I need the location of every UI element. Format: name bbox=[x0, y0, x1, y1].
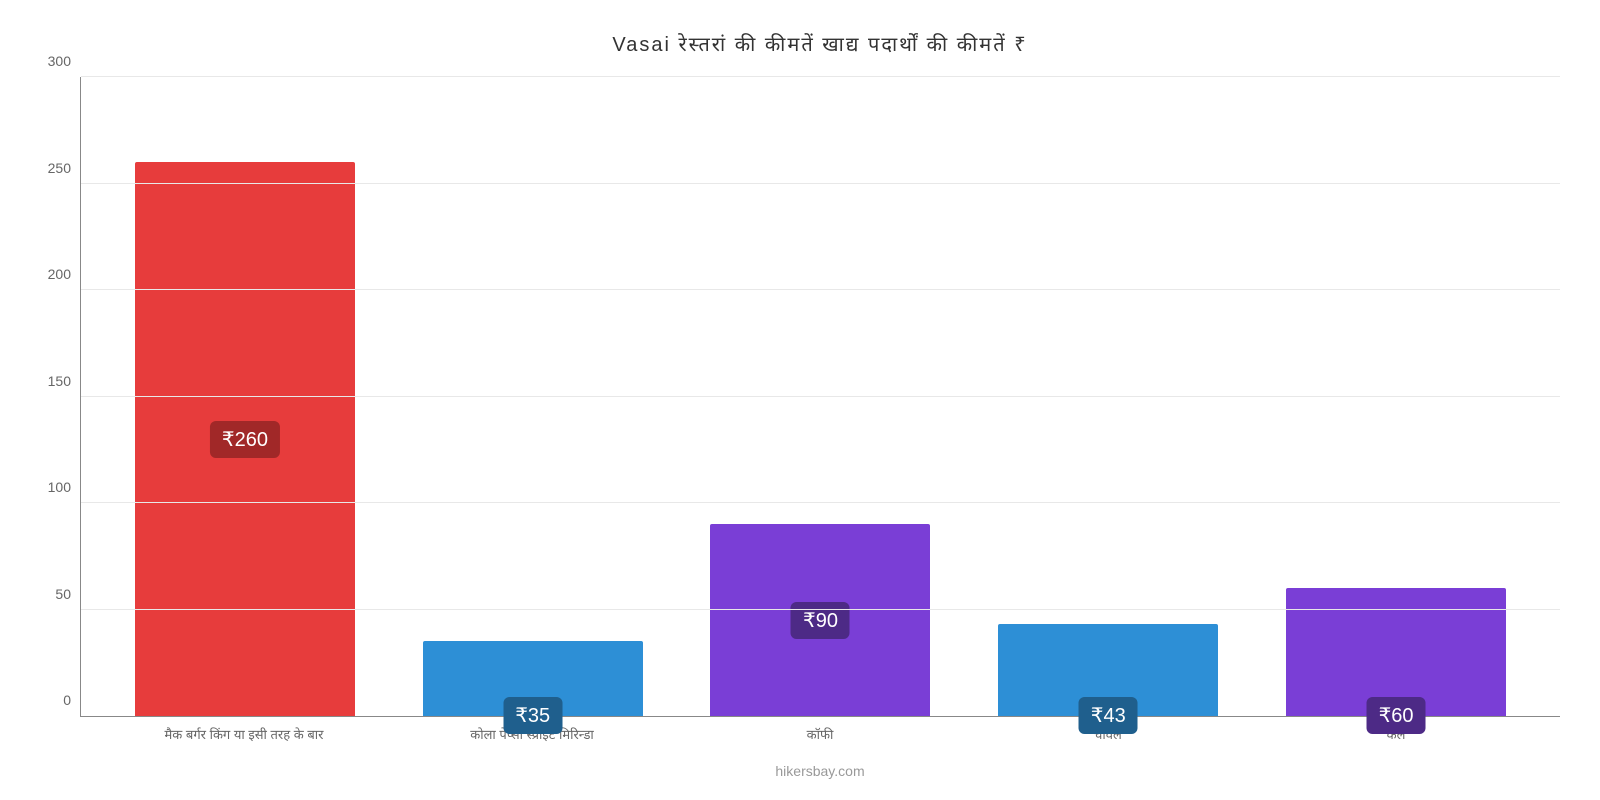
x-tick-label: कॉफी bbox=[676, 725, 964, 743]
bar-slot: ₹260 bbox=[101, 77, 389, 716]
chart-container: Vasai रेस्तरां की कीमतें खाद्य पदार्थों … bbox=[0, 0, 1600, 800]
bar-slot: ₹35 bbox=[389, 77, 677, 716]
bar-slot: ₹43 bbox=[964, 77, 1252, 716]
plot-area: ₹260₹35₹90₹43₹60 050100150200250300 bbox=[80, 77, 1560, 717]
grid-line bbox=[81, 76, 1560, 77]
value-badge: ₹35 bbox=[503, 697, 562, 734]
bar-slot: ₹90 bbox=[677, 77, 965, 716]
grid-line bbox=[81, 183, 1560, 184]
grid-line bbox=[81, 502, 1560, 503]
attribution-text: hikersbay.com bbox=[80, 763, 1560, 779]
bars-row: ₹260 ₹35 ₹90 ₹43 ₹60 bbox=[81, 77, 1560, 716]
bar-slot: ₹60 bbox=[1252, 77, 1540, 716]
bar: ₹90 bbox=[710, 524, 930, 716]
x-tick-label: मैक बर्गर किंग या इसी तरह के बार bbox=[100, 725, 388, 743]
grid-line bbox=[81, 289, 1560, 290]
x-axis-labels: मैक बर्गर किंग या इसी तरह के बारकोला पेप… bbox=[80, 717, 1560, 743]
bar: ₹260 bbox=[135, 162, 355, 716]
grid-line bbox=[81, 396, 1560, 397]
y-tick-label: 300 bbox=[48, 53, 71, 69]
grid-line bbox=[81, 609, 1560, 610]
y-tick-label: 250 bbox=[48, 160, 71, 176]
bar: ₹43 bbox=[998, 624, 1218, 716]
y-tick-label: 200 bbox=[48, 266, 71, 282]
value-badge: ₹260 bbox=[210, 421, 280, 458]
value-badge: ₹60 bbox=[1367, 697, 1426, 734]
y-tick-label: 0 bbox=[63, 692, 71, 708]
value-badge: ₹43 bbox=[1079, 697, 1138, 734]
y-tick-label: 150 bbox=[48, 373, 71, 389]
y-tick-label: 100 bbox=[48, 479, 71, 495]
bar: ₹60 bbox=[1286, 588, 1506, 716]
bar: ₹35 bbox=[423, 641, 643, 716]
chart-title: Vasai रेस्तरां की कीमतें खाद्य पदार्थों … bbox=[80, 30, 1560, 57]
y-tick-label: 50 bbox=[55, 586, 71, 602]
